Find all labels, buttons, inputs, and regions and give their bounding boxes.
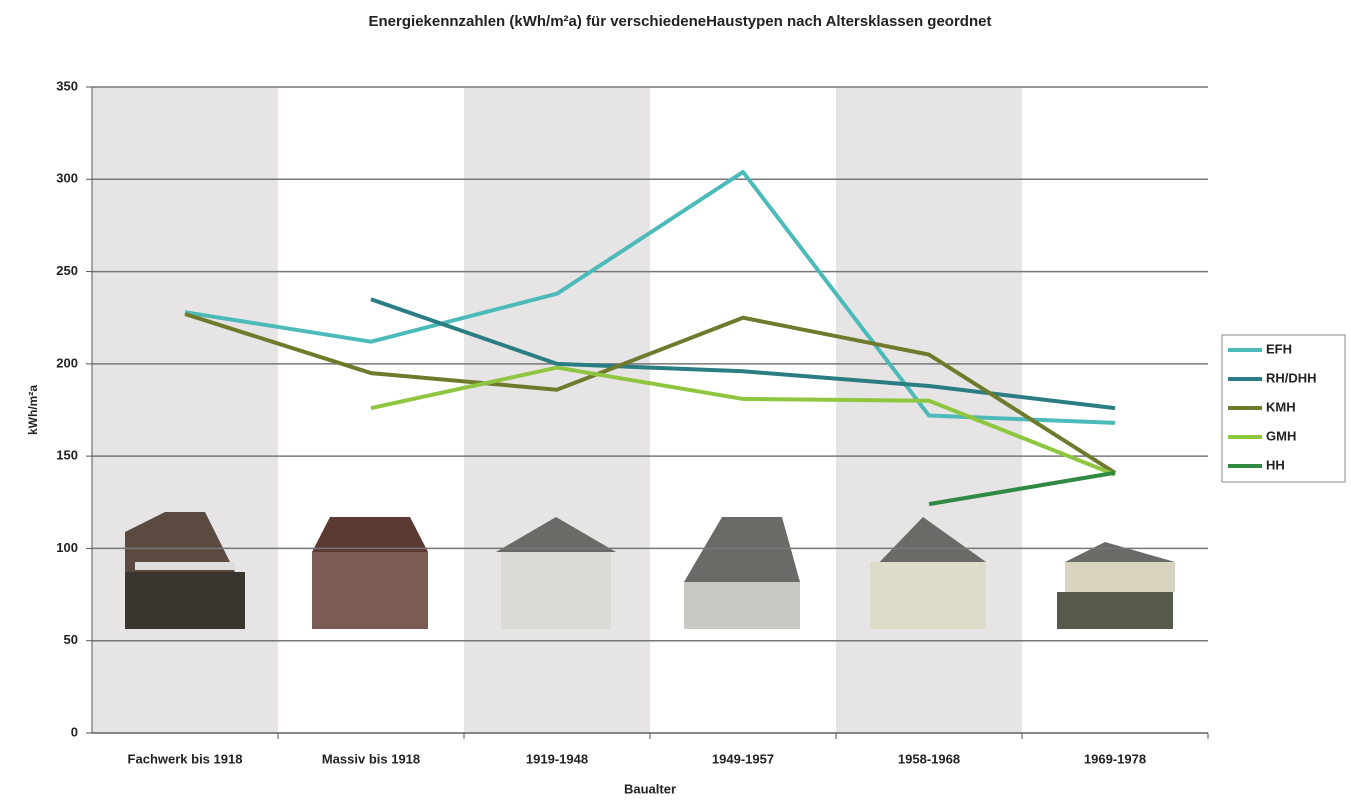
legend-label: GMH (1266, 428, 1296, 443)
y-tick-label: 350 (56, 78, 78, 93)
y-tick-label: 0 (71, 724, 78, 739)
house-photos (125, 512, 1175, 629)
x-tick-label: 1969-1978 (1084, 751, 1146, 766)
x-axis-label: Baualter (624, 781, 676, 796)
x-tick-label: 1958-1968 (898, 751, 960, 766)
x-tick-label: 1919-1948 (526, 751, 588, 766)
legend-label: KMH (1266, 399, 1296, 414)
y-tick-label: 250 (56, 263, 78, 278)
x-tick-label: Fachwerk bis 1918 (128, 751, 243, 766)
legend-label: RH/DHH (1266, 370, 1317, 385)
band (1022, 87, 1208, 733)
band (464, 87, 650, 733)
y-tick-label: 200 (56, 355, 78, 370)
band (650, 87, 836, 733)
series-line (928, 470, 1116, 507)
y-tick-label: 100 (56, 540, 78, 555)
band (836, 87, 1022, 733)
chart-title: Energiekennzahlen (kWh/m²a) für verschie… (369, 13, 992, 30)
band (278, 87, 464, 733)
legend-label: HH (1266, 457, 1285, 472)
x-tick-label: Massiv bis 1918 (322, 751, 420, 766)
series-line (370, 365, 1116, 477)
x-tick-label: 1949-1957 (712, 751, 774, 766)
y-axis-label: kWh/m²a (26, 385, 40, 435)
legend-label: EFH (1266, 341, 1292, 356)
y-tick-label: 300 (56, 171, 78, 186)
band (92, 87, 278, 733)
series-line (184, 169, 1116, 425)
y-tick-label: 50 (64, 632, 78, 647)
y-tick-label: 150 (56, 448, 78, 463)
series-line (184, 312, 1117, 475)
